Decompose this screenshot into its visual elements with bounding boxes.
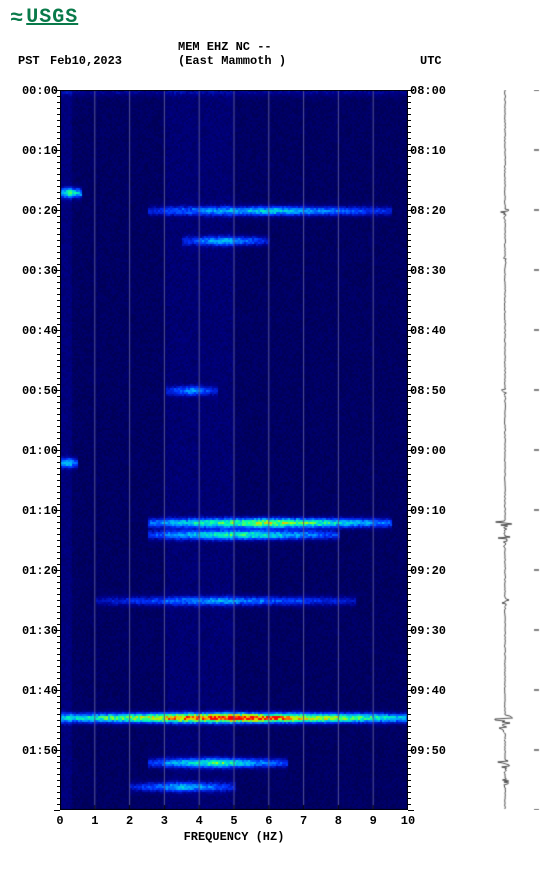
- right-time-axis: 08:0008:1008:2008:3008:4008:5009:0009:10…: [408, 90, 468, 810]
- left-tick: 01:10: [0, 504, 58, 518]
- utc-label: UTC: [420, 54, 442, 68]
- pst-label: PST: [18, 54, 40, 68]
- date-label: Feb10,2023: [50, 54, 122, 68]
- right-tick: 08:20: [410, 204, 468, 218]
- seismogram-panel: [470, 90, 540, 810]
- right-tick: 09:00: [410, 444, 468, 458]
- x-tick: 10: [398, 814, 418, 828]
- x-tick: 8: [328, 814, 348, 828]
- x-tick: 9: [363, 814, 383, 828]
- right-tick: 08:30: [410, 264, 468, 278]
- right-tick: 08:00: [410, 84, 468, 98]
- x-tick: 0: [50, 814, 70, 828]
- seismogram-canvas: [470, 90, 540, 810]
- x-tick: 6: [259, 814, 279, 828]
- left-tick: 00:20: [0, 204, 58, 218]
- station-line1: MEM EHZ NC --: [178, 40, 272, 54]
- left-tick: 00:30: [0, 264, 58, 278]
- x-tick: 4: [189, 814, 209, 828]
- left-tick: 01:40: [0, 684, 58, 698]
- x-tick: 2: [120, 814, 140, 828]
- left-tick: 00:40: [0, 324, 58, 338]
- left-tick: 01:20: [0, 564, 58, 578]
- left-time-axis: 00:0000:1000:2000:3000:4000:5001:0001:10…: [0, 90, 60, 810]
- right-tick: 09:50: [410, 744, 468, 758]
- x-axis-label: FREQUENCY (HZ): [60, 830, 408, 844]
- x-tick: 1: [85, 814, 105, 828]
- right-tick: 09:30: [410, 624, 468, 638]
- left-tick: 00:50: [0, 384, 58, 398]
- spectrogram-page: { "logo_text": "USGS", "header": { "pst_…: [0, 0, 552, 892]
- left-tick: 01:50: [0, 744, 58, 758]
- spectrogram-plot: [60, 90, 408, 810]
- frequency-axis: 012345678910 FREQUENCY (HZ): [60, 814, 408, 854]
- x-tick: 3: [154, 814, 174, 828]
- x-tick: 5: [224, 814, 244, 828]
- station-line2: (East Mammoth ): [178, 54, 286, 68]
- usgs-logo: USGS: [10, 6, 78, 31]
- left-tick: 00:10: [0, 144, 58, 158]
- right-tick: 09:40: [410, 684, 468, 698]
- right-tick: 09:20: [410, 564, 468, 578]
- right-tick: 09:10: [410, 504, 468, 518]
- spectrogram-canvas: [60, 90, 408, 810]
- right-tick: 08:40: [410, 324, 468, 338]
- left-tick: 00:00: [0, 84, 58, 98]
- right-tick: 08:10: [410, 144, 468, 158]
- left-tick: 01:00: [0, 444, 58, 458]
- right-tick: 08:50: [410, 384, 468, 398]
- left-tick: 01:30: [0, 624, 58, 638]
- x-tick: 7: [294, 814, 314, 828]
